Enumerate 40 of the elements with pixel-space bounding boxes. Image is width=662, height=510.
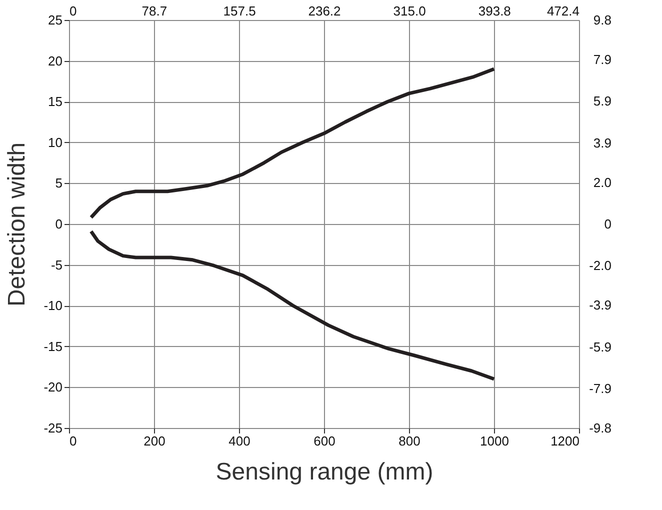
- y2-tick-label: 7.9: [593, 52, 612, 68]
- x-tick-label: 400: [228, 434, 250, 448]
- y2-tick-label: -3.9: [589, 298, 612, 313]
- line-series: [89, 67, 496, 220]
- y-tick-label: -25: [44, 420, 62, 436]
- y2-tick-label: -9.8: [589, 420, 612, 436]
- y-tick-label: 25: [48, 12, 62, 28]
- y-tick-label: 0: [55, 216, 62, 232]
- x2-tick-label: 472.4: [546, 4, 580, 18]
- y2-tick-label: 3.9: [593, 135, 612, 150]
- y-axis-title: Detection width: [4, 142, 31, 307]
- y-tick-label: 20: [48, 53, 62, 68]
- y-tick-label: 5: [55, 176, 62, 191]
- x2-tick-label: 78.7: [142, 4, 168, 18]
- y-tick-label: -5: [50, 257, 62, 272]
- y2-tick-label: 5.9: [593, 94, 612, 109]
- x-tick-label: 1000: [480, 434, 509, 448]
- y-tick-label: -20: [44, 380, 62, 395]
- x2-tick-label: 236.2: [308, 4, 341, 18]
- x-tick-label: 800: [398, 434, 420, 448]
- y2-tick-label: -7.9: [589, 380, 612, 396]
- x2-tick-label: 157.5: [223, 4, 256, 18]
- y-tick-label: -10: [44, 298, 62, 314]
- y2-tick-label: -5.9: [589, 339, 612, 354]
- line-series: [89, 230, 496, 381]
- y2-tick-label: 0: [604, 216, 612, 232]
- y-tick-label: -15: [44, 338, 62, 354]
- x2-tick-label: 393.8: [478, 4, 511, 18]
- y2-tick-label: 9.8: [593, 12, 612, 28]
- y2-tick-label: -2.0: [589, 258, 612, 274]
- x2-tick-label: 0: [70, 4, 77, 18]
- x-axis-title: Sensing range (mm): [216, 458, 434, 486]
- x-tick-label: 200: [144, 434, 166, 448]
- y-tick-label: 15: [48, 94, 62, 110]
- x-tick-label: 600: [314, 434, 336, 448]
- x-tick-label: 0: [70, 434, 77, 448]
- y-tick-label: 10: [48, 134, 62, 150]
- x2-tick-label: 315.0: [393, 4, 426, 18]
- x-tick-label: 1200: [550, 434, 580, 448]
- y2-tick-label: 2.0: [593, 174, 612, 190]
